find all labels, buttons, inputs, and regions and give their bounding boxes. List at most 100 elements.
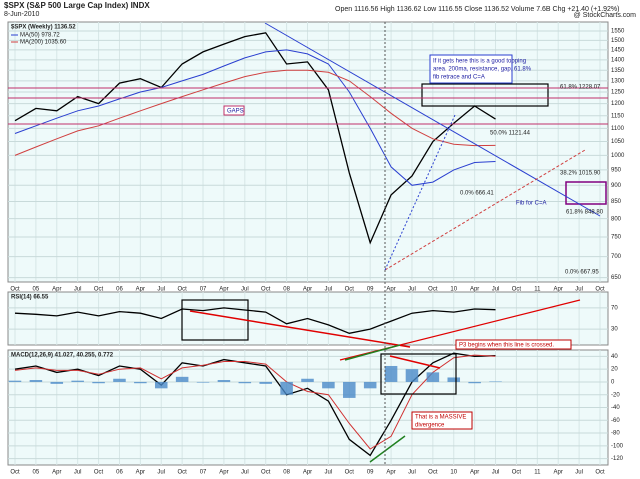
x-tick-label: 10 [450, 287, 457, 293]
y-tick-label: -20 [611, 392, 620, 398]
x-tick-label: Jul [74, 287, 82, 293]
series-line [14, 69, 496, 156]
x-tick-label: 08 [283, 470, 290, 476]
histogram-bar [29, 380, 43, 382]
x-tick-label: Oct [345, 470, 355, 476]
annotation: P3 begins when this line is crossed. [459, 343, 554, 349]
fib-label: 61.8% 848.80 [566, 210, 604, 216]
x-tick-label: Oct [428, 287, 438, 293]
histogram-bar [71, 380, 84, 382]
fib-label: 0.0% 667.95 [565, 270, 599, 276]
y-tick-label: 1500 [611, 38, 625, 44]
x-tick-label: Oct [595, 287, 605, 293]
trend-line [384, 149, 586, 271]
x-tick-label: 05 [33, 470, 40, 476]
panels: Oct 05 Apr Jul Oct 06 Apr Jul Oct 07 Apr Jul Oct 08 Ap… [7, 21, 625, 476]
histogram-bar [134, 381, 147, 384]
y-tick-label: 30 [611, 327, 618, 333]
annotation-shapes [8, 22, 608, 465]
fib-label: 0.0% 666.41 [460, 191, 494, 197]
x-tick-label: Apr [136, 287, 145, 293]
histogram-bar [259, 381, 272, 384]
x-tick-label: Jul [157, 287, 165, 293]
histogram-bar [175, 376, 189, 382]
trend-line [384, 114, 456, 271]
y-tick-label: 1350 [611, 68, 625, 74]
y-tick-label: -120 [611, 456, 624, 462]
x-tick-label: Oct [94, 470, 104, 476]
header-source: @ StockCharts.com [574, 12, 637, 19]
histogram-bar [322, 381, 335, 389]
x-tick-label: Oct [512, 470, 522, 476]
x-tick-label: Jul [492, 287, 500, 293]
note-box [429, 54, 513, 84]
y-tick-label: 1200 [611, 101, 625, 107]
x-tick-label: Apr [470, 470, 479, 476]
x-tick-label: Jul [241, 287, 249, 293]
y-tick-label: 20 [611, 367, 618, 373]
trend-line [389, 355, 441, 369]
y-tick-label: 1250 [611, 90, 625, 96]
header-title: $SPX (S&P 500 Large Cap Index) INDX [4, 1, 150, 10]
y-tick-label: 1400 [611, 57, 625, 63]
x-tick-label: Apr [303, 287, 312, 293]
x-tick-label: Oct [177, 470, 187, 476]
x-tick-label: 10 [450, 470, 457, 476]
x-tick-label: Oct [428, 470, 438, 476]
histogram-bar [92, 381, 105, 384]
x-tick-label: Apr [554, 287, 563, 293]
y-tick-label: -40 [611, 405, 620, 411]
x-tick-label: Jul [408, 470, 416, 476]
histogram-bar [405, 369, 419, 382]
y-tick-label: 850 [611, 199, 622, 205]
x-tick-label: 09 [367, 470, 374, 476]
x-tick-label: Apr [386, 287, 395, 293]
x-tick-label: Oct [595, 470, 605, 476]
box [421, 83, 549, 107]
note-box [455, 339, 572, 350]
annotation: That is a MASSIVE [415, 415, 466, 421]
y-tick-label: 1300 [611, 78, 625, 84]
y-tick-label: 1150 [611, 113, 625, 119]
histogram-bar [113, 378, 126, 382]
y-tick-label: -100 [611, 443, 624, 449]
panel-title: RSI(14) 66.55 [11, 295, 49, 301]
y-tick-label: 1000 [611, 153, 625, 159]
x-tick-label: 08 [283, 287, 290, 293]
header-quote: Open 1116.56 High 1136.62 Low 1116.55 Cl… [335, 6, 619, 13]
histogram-bar [426, 372, 440, 382]
x-tick-label: 07 [200, 287, 207, 293]
x-tick-label: Oct [345, 287, 355, 293]
y-tick-label: 700 [611, 254, 622, 260]
y-tick-label: 0 [611, 380, 615, 386]
series-line [14, 32, 496, 245]
fib-label: 61.8% 1228.07 [560, 85, 601, 91]
y-tick-label: 1550 [611, 29, 625, 35]
x-tick-label: Jul [325, 470, 333, 476]
y-tick-label: 650 [611, 275, 622, 281]
x-tick-label: Jul [74, 470, 82, 476]
x-tick-label: Jul [157, 470, 165, 476]
x-tick-label: 06 [116, 470, 123, 476]
y-tick-label: 800 [611, 216, 622, 222]
x-tick-label: Jul [575, 287, 583, 293]
annotation: Fib for C=A [516, 201, 547, 207]
header-date: 8-Jun-2010 [4, 11, 40, 18]
x-tick-label: Oct [10, 287, 20, 293]
x-tick-label: 05 [33, 287, 40, 293]
x-tick-label: 09 [367, 287, 374, 293]
y-tick-label: 1050 [611, 139, 625, 145]
x-tick-label: Jul [408, 287, 416, 293]
trend-line [189, 310, 411, 348]
x-tick-label: Apr [303, 470, 312, 476]
annotation: If it gets here this is a good topping [433, 59, 526, 65]
x-tick-label: Apr [219, 287, 228, 293]
x-tick-label: Apr [386, 470, 395, 476]
y-tick-label: 1100 [611, 126, 625, 132]
histogram-bar [8, 380, 22, 382]
histogram-bar [50, 381, 64, 384]
y-tick-label: -80 [611, 431, 620, 437]
x-tick-label: Jul [575, 470, 583, 476]
y-tick-label: 950 [611, 167, 622, 173]
